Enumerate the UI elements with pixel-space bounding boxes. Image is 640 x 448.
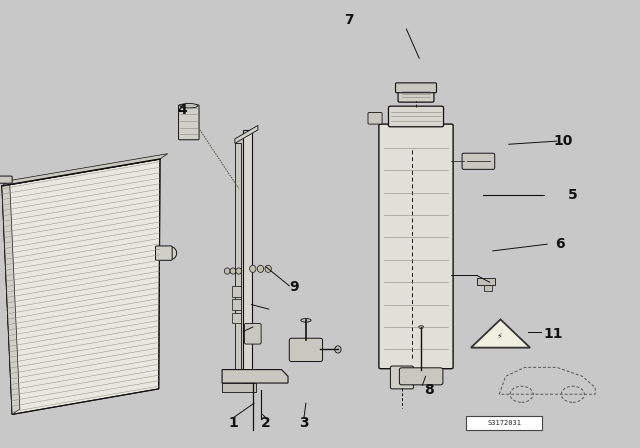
Ellipse shape [180,133,198,137]
FancyBboxPatch shape [289,338,323,362]
Polygon shape [2,154,168,186]
Text: 3: 3 [299,416,309,431]
FancyBboxPatch shape [398,87,434,102]
Ellipse shape [419,326,424,328]
Ellipse shape [250,265,256,272]
Polygon shape [222,370,288,383]
Bar [477,278,495,285]
Ellipse shape [180,125,198,129]
Polygon shape [235,143,241,379]
Polygon shape [243,130,252,383]
FancyBboxPatch shape [179,105,199,140]
Ellipse shape [236,268,242,274]
Polygon shape [2,181,20,414]
Ellipse shape [225,268,230,274]
FancyBboxPatch shape [390,366,413,389]
FancyBboxPatch shape [0,176,12,183]
Ellipse shape [165,247,177,259]
Text: 1: 1 [228,416,239,431]
Bar [232,313,241,323]
Ellipse shape [257,265,264,272]
FancyBboxPatch shape [399,368,443,385]
FancyBboxPatch shape [462,153,495,169]
FancyBboxPatch shape [466,416,542,430]
Bar [232,299,241,310]
Ellipse shape [335,346,341,353]
Text: 8: 8 [424,383,434,397]
Bar [484,285,492,291]
Bar [232,286,241,297]
FancyBboxPatch shape [156,246,172,260]
Polygon shape [2,159,160,414]
Text: S3172031: S3172031 [487,420,522,426]
Text: 5: 5 [568,188,578,202]
Text: 10: 10 [554,134,573,148]
FancyBboxPatch shape [368,112,382,124]
Text: 2: 2 [260,416,271,431]
FancyBboxPatch shape [379,124,453,369]
Text: 4: 4 [177,103,188,117]
Text: 6: 6 [555,237,565,251]
FancyBboxPatch shape [388,106,444,127]
Polygon shape [235,125,258,143]
Text: 7: 7 [344,13,354,27]
Text: ⚡: ⚡ [496,332,502,340]
Polygon shape [222,383,256,392]
Ellipse shape [180,103,198,108]
FancyBboxPatch shape [244,323,261,344]
Polygon shape [471,319,530,348]
FancyBboxPatch shape [396,83,436,93]
Text: 11: 11 [544,327,563,341]
Text: 9: 9 [289,280,300,294]
Ellipse shape [397,85,435,92]
Ellipse shape [180,116,198,121]
Ellipse shape [265,265,271,272]
Ellipse shape [301,319,311,322]
Ellipse shape [230,268,236,274]
Ellipse shape [180,108,198,113]
